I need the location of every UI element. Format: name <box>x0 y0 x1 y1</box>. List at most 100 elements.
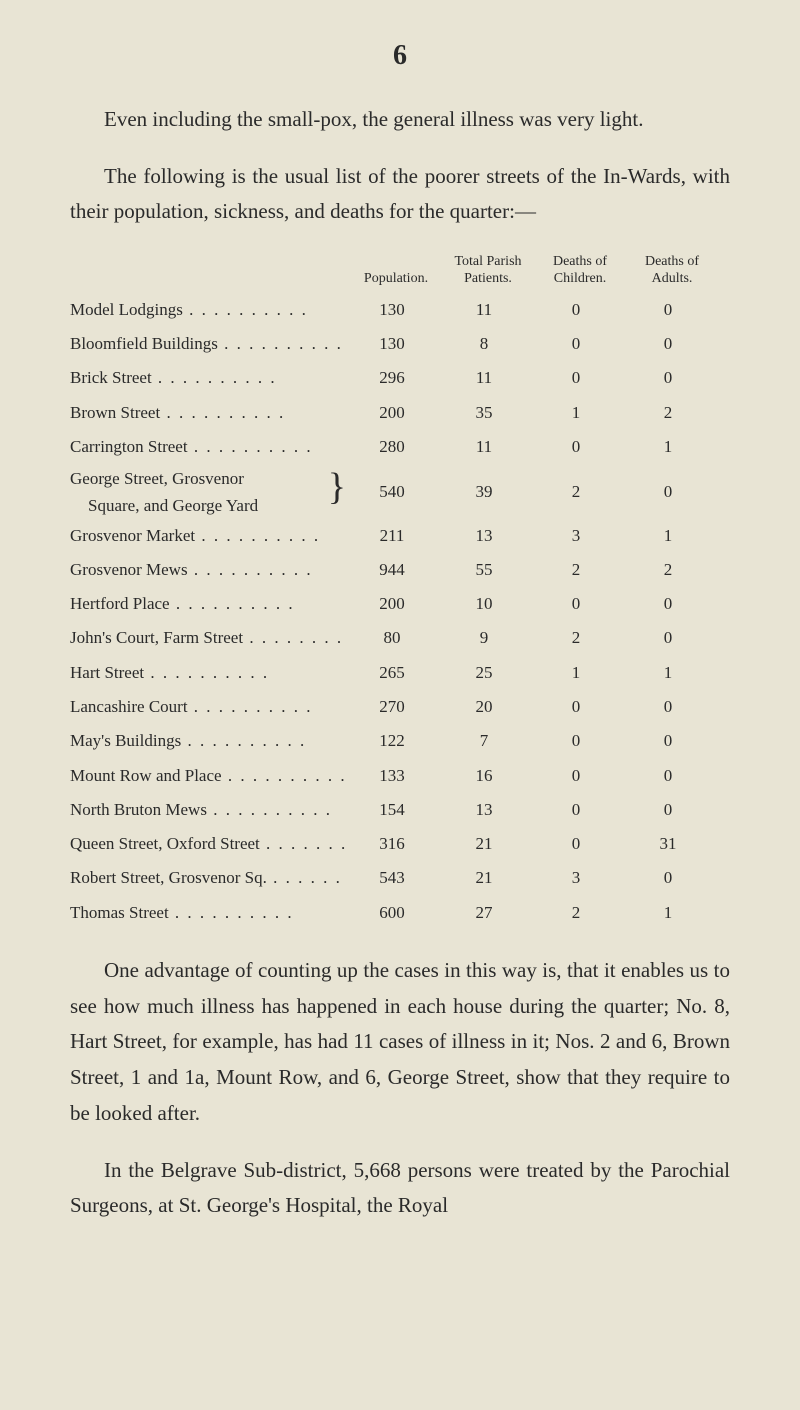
cell-patients: 25 <box>438 657 530 689</box>
cell-patients: 55 <box>438 554 530 586</box>
cell-population: 80 <box>346 622 438 654</box>
cell-patients: 10 <box>438 588 530 620</box>
cell-patients: 35 <box>438 397 530 429</box>
cell-children: 1 <box>530 657 622 689</box>
cell-population: 543 <box>346 862 438 894</box>
paragraph-4: In the Belgrave Sub-district, 5,668 pers… <box>70 1153 730 1224</box>
cell-children: 0 <box>530 588 622 620</box>
cell-patients: 11 <box>438 362 530 394</box>
cell-adults: 0 <box>622 294 714 326</box>
cell-children: 0 <box>530 691 622 723</box>
cell-population: 944 <box>346 554 438 586</box>
table-row: Hart Street2652511 <box>70 657 730 689</box>
cell-adults: 1 <box>622 657 714 689</box>
table-row: Model Lodgings1301100 <box>70 294 730 326</box>
brace-icon: } <box>328 465 346 511</box>
cell-patients: 13 <box>438 520 530 552</box>
cell-adults: 0 <box>622 794 714 826</box>
row-label: Grosvenor Mews <box>70 554 346 586</box>
cell-population: 296 <box>346 362 438 394</box>
row-label: Hart Street <box>70 657 346 689</box>
cell-children: 2 <box>530 897 622 929</box>
cell-children: 2 <box>530 622 622 654</box>
row-label: Carrington Street <box>70 431 346 463</box>
cell-children: 0 <box>530 725 622 757</box>
table-row: Robert Street, Grosvenor Sq.5432130 <box>70 862 730 894</box>
table-row: Mount Row and Place1331600 <box>70 760 730 792</box>
cell-children: 3 <box>530 520 622 552</box>
row-label: Hertford Place <box>70 588 346 620</box>
cell-adults: 1 <box>622 431 714 463</box>
cell-adults: 0 <box>622 482 714 502</box>
cell-population: 200 <box>346 397 438 429</box>
table-row: North Bruton Mews1541300 <box>70 794 730 826</box>
row-label: Grosvenor Market <box>70 520 346 552</box>
table-row: John's Court, Farm Street80920 <box>70 622 730 654</box>
cell-adults: 2 <box>622 397 714 429</box>
cell-population: 270 <box>346 691 438 723</box>
cell-adults: 0 <box>622 760 714 792</box>
row-label: Brick Street <box>70 362 346 394</box>
table-row: May's Buildings122700 <box>70 725 730 757</box>
row-label: Thomas Street <box>70 897 346 929</box>
paragraph-1: Even including the small-pox, the genera… <box>70 102 730 138</box>
cell-patients: 11 <box>438 294 530 326</box>
cell-population: 211 <box>346 520 438 552</box>
cell-patients: 21 <box>438 862 530 894</box>
cell-children: 2 <box>530 482 622 502</box>
row-label: Mount Row and Place <box>70 760 346 792</box>
table-row: Grosvenor Mews9445522 <box>70 554 730 586</box>
table-header-row: Population. Total Parish Patients. Death… <box>70 254 730 288</box>
cell-adults: 0 <box>622 588 714 620</box>
grouped-label-1: George Street, Grosvenor <box>70 469 244 488</box>
col-header-adults: Deaths of Adults. <box>626 254 718 288</box>
row-label: John's Court, Farm Street <box>70 622 346 654</box>
row-label: Model Lodgings <box>70 294 346 326</box>
cell-adults: 0 <box>622 725 714 757</box>
cell-patients: 21 <box>438 828 530 860</box>
cell-population: 133 <box>346 760 438 792</box>
row-label: Brown Street <box>70 397 346 429</box>
table-row: Hertford Place2001000 <box>70 588 730 620</box>
data-table: Population. Total Parish Patients. Death… <box>70 254 730 929</box>
cell-children: 0 <box>530 431 622 463</box>
table-row: Brown Street2003512 <box>70 397 730 429</box>
cell-patients: 11 <box>438 431 530 463</box>
cell-children: 1 <box>530 397 622 429</box>
table-row: Carrington Street2801101 <box>70 431 730 463</box>
cell-adults: 0 <box>622 328 714 360</box>
table-row: Bloomfield Buildings130800 <box>70 328 730 360</box>
col-header-population: Population. <box>350 271 442 288</box>
table-row: Queen Street, Oxford Street31621031 <box>70 828 730 860</box>
row-label: North Bruton Mews <box>70 794 346 826</box>
cell-children: 0 <box>530 294 622 326</box>
table-row: Brick Street2961100 <box>70 362 730 394</box>
cell-children: 3 <box>530 862 622 894</box>
cell-patients: 20 <box>438 691 530 723</box>
cell-population: 265 <box>346 657 438 689</box>
cell-adults: 0 <box>622 691 714 723</box>
cell-patients: 8 <box>438 328 530 360</box>
cell-adults: 2 <box>622 554 714 586</box>
cell-adults: 0 <box>622 362 714 394</box>
row-label: Bloomfield Buildings <box>70 328 346 360</box>
cell-population: 154 <box>346 794 438 826</box>
cell-children: 2 <box>530 554 622 586</box>
cell-population: 200 <box>346 588 438 620</box>
cell-adults: 0 <box>622 862 714 894</box>
paragraph-3: One advantage of counting up the cases i… <box>70 953 730 1131</box>
cell-patients: 7 <box>438 725 530 757</box>
cell-patients: 39 <box>438 482 530 502</box>
cell-children: 0 <box>530 828 622 860</box>
row-label: May's Buildings <box>70 725 346 757</box>
grouped-label-2: Square, and George Yard <box>88 496 258 515</box>
paragraph-2: The following is the usual list of the p… <box>70 159 730 230</box>
cell-adults: 1 <box>622 520 714 552</box>
row-label: Robert Street, Grosvenor Sq. <box>70 862 346 894</box>
row-label: Queen Street, Oxford Street <box>70 828 346 860</box>
cell-children: 0 <box>530 362 622 394</box>
cell-adults: 0 <box>622 622 714 654</box>
cell-population: 130 <box>346 328 438 360</box>
cell-population: 600 <box>346 897 438 929</box>
cell-population: 280 <box>346 431 438 463</box>
